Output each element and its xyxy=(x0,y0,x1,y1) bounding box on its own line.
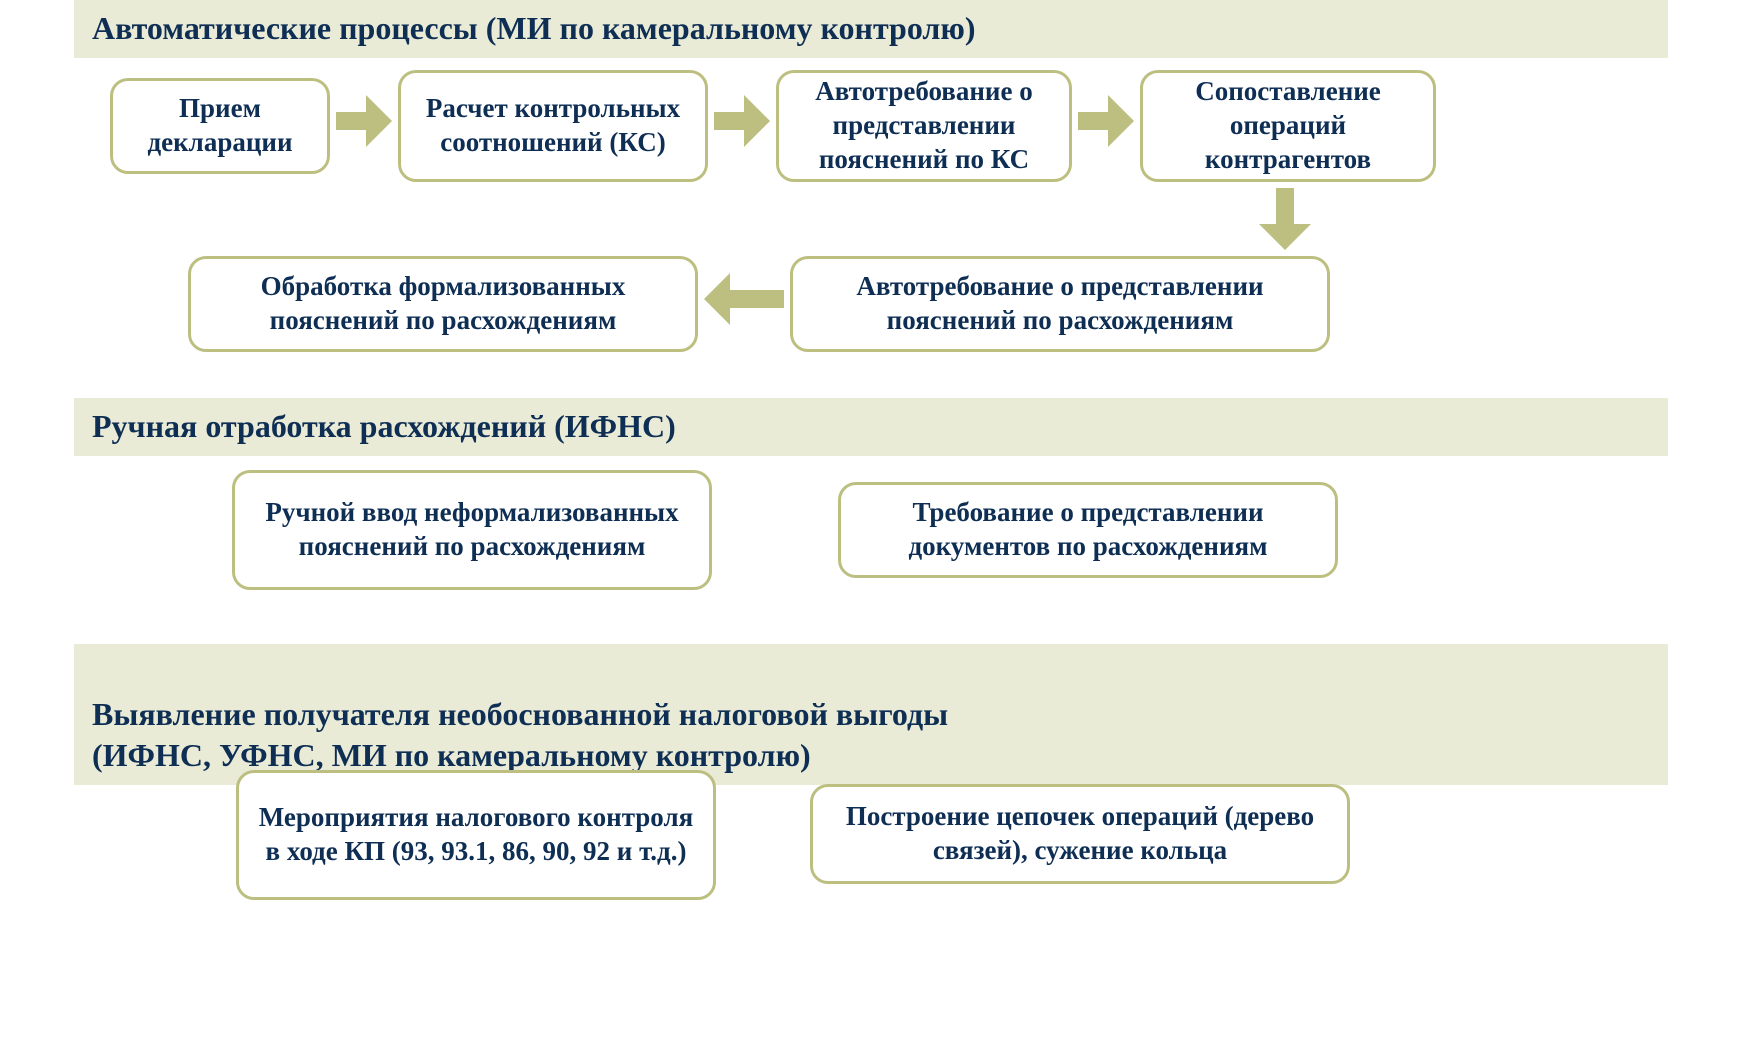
node-sopostavlenie: Сопоставление операций контрагентов xyxy=(1140,70,1436,182)
node-avtotreb-rash: Автотребование о представлении пояснений… xyxy=(790,256,1330,352)
arrow-right-icon xyxy=(336,95,392,147)
node-label: Сопоставление операций контрагентов xyxy=(1157,75,1419,176)
node-postroenie-cepochek: Построение цепочек операций (дерево связ… xyxy=(810,784,1350,884)
node-label: Требование о представлении документов по… xyxy=(855,496,1321,564)
section-header-manual: Ручная отработка расхождений (ИФНС) xyxy=(74,398,1668,456)
node-trebovanie-dokumentov: Требование о представлении документов по… xyxy=(838,482,1338,578)
arrow-down-icon xyxy=(1259,188,1311,250)
node-label: Автотребование о представлении пояснений… xyxy=(793,75,1055,176)
section-title: Автоматические процессы (МИ по камеральн… xyxy=(92,10,975,46)
node-ruchnoi-vvod: Ручной ввод неформализованных пояснений … xyxy=(232,470,712,590)
node-label: Ручной ввод неформализованных пояснений … xyxy=(249,496,695,564)
node-label: Расчет контрольных соотношений (КС) xyxy=(415,92,691,160)
arrow-right-icon xyxy=(1078,95,1134,147)
section-title: Ручная отработка расхождений (ИФНС) xyxy=(92,408,676,444)
node-label: Автотребование о представлении пояснений… xyxy=(807,270,1313,338)
section-title: Выявление получателя необоснованной нало… xyxy=(92,696,948,774)
node-label: Построение цепочек операций (дерево связ… xyxy=(827,800,1333,868)
node-avtotreb-ks: Автотребование о представлении пояснений… xyxy=(776,70,1072,182)
node-obrabotka-formal: Обработка формализованных пояснений по р… xyxy=(188,256,698,352)
node-label: Обработка формализованных пояснений по р… xyxy=(205,270,681,338)
arrow-left-icon xyxy=(704,273,784,325)
node-meropriyatiya: Мероприятия налогового контроля в ходе К… xyxy=(236,770,716,900)
node-raschet-ks: Расчет контрольных соотношений (КС) xyxy=(398,70,708,182)
arrow-right-icon xyxy=(714,95,770,147)
node-label: Мероприятия налогового контроля в ходе К… xyxy=(253,801,699,869)
section-header-auto: Автоматические процессы (МИ по камеральн… xyxy=(74,0,1668,58)
node-label: Прием декларации xyxy=(127,92,313,160)
section-header-detect: Выявление получателя необоснованной нало… xyxy=(74,644,1668,785)
node-priem-deklaracii: Прием декларации xyxy=(110,78,330,174)
